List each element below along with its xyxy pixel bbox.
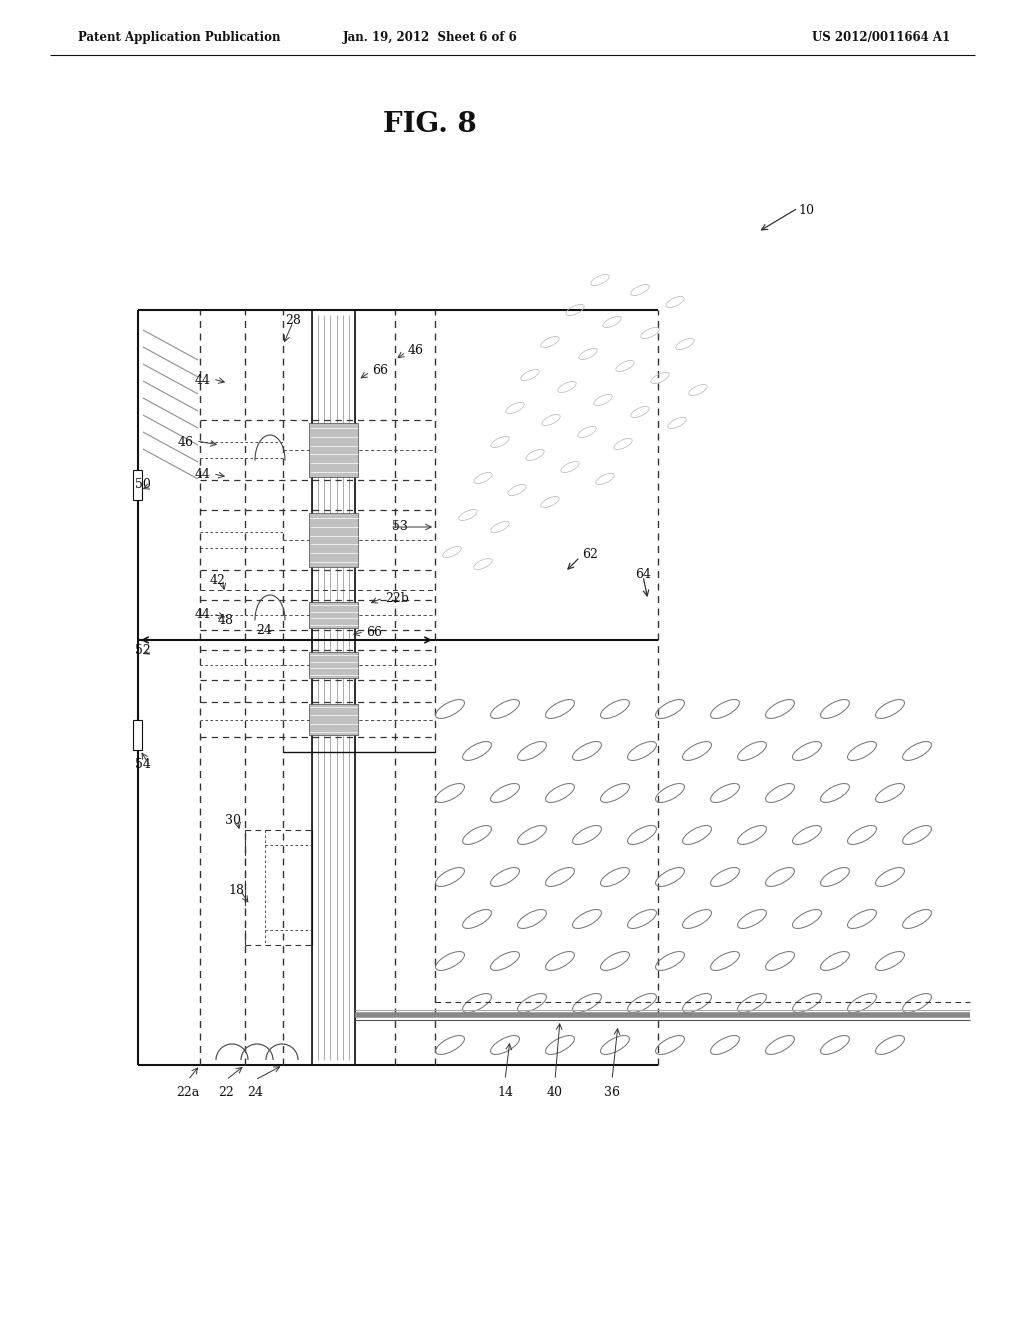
Text: 28: 28 [285,314,301,326]
Text: 10: 10 [798,203,814,216]
Text: 66: 66 [366,626,382,639]
Text: 44: 44 [195,469,211,482]
Text: 22b: 22b [385,591,409,605]
Text: 22a: 22a [176,1085,200,1098]
Text: 48: 48 [218,614,234,627]
Text: 52: 52 [135,644,151,656]
Text: 24: 24 [256,623,272,636]
Text: 22: 22 [218,1085,233,1098]
Text: 66: 66 [372,363,388,376]
Text: 44: 44 [195,374,211,387]
Text: 30: 30 [225,813,241,826]
Text: Patent Application Publication: Patent Application Publication [78,30,281,44]
Bar [309,422,358,477]
Text: 44: 44 [195,609,211,622]
Bar [133,470,142,500]
Text: 18: 18 [228,883,244,896]
Bar [309,602,358,628]
Text: 24: 24 [247,1085,263,1098]
Bar [133,719,142,750]
Text: 62: 62 [582,549,598,561]
Text: FIG. 8: FIG. 8 [383,111,477,139]
Bar [309,652,358,678]
Text: 46: 46 [408,343,424,356]
Text: 36: 36 [604,1085,620,1098]
Bar [309,513,358,568]
Text: Jan. 19, 2012  Sheet 6 of 6: Jan. 19, 2012 Sheet 6 of 6 [343,30,517,44]
Text: 46: 46 [178,436,194,449]
Bar [309,704,358,735]
Text: 42: 42 [210,573,226,586]
Text: 50: 50 [135,479,151,491]
Text: 54: 54 [135,759,151,771]
Text: US 2012/0011664 A1: US 2012/0011664 A1 [812,30,950,44]
Text: 40: 40 [547,1085,563,1098]
Text: 64: 64 [635,568,651,581]
Text: 14: 14 [497,1085,513,1098]
Text: 53: 53 [392,520,408,533]
